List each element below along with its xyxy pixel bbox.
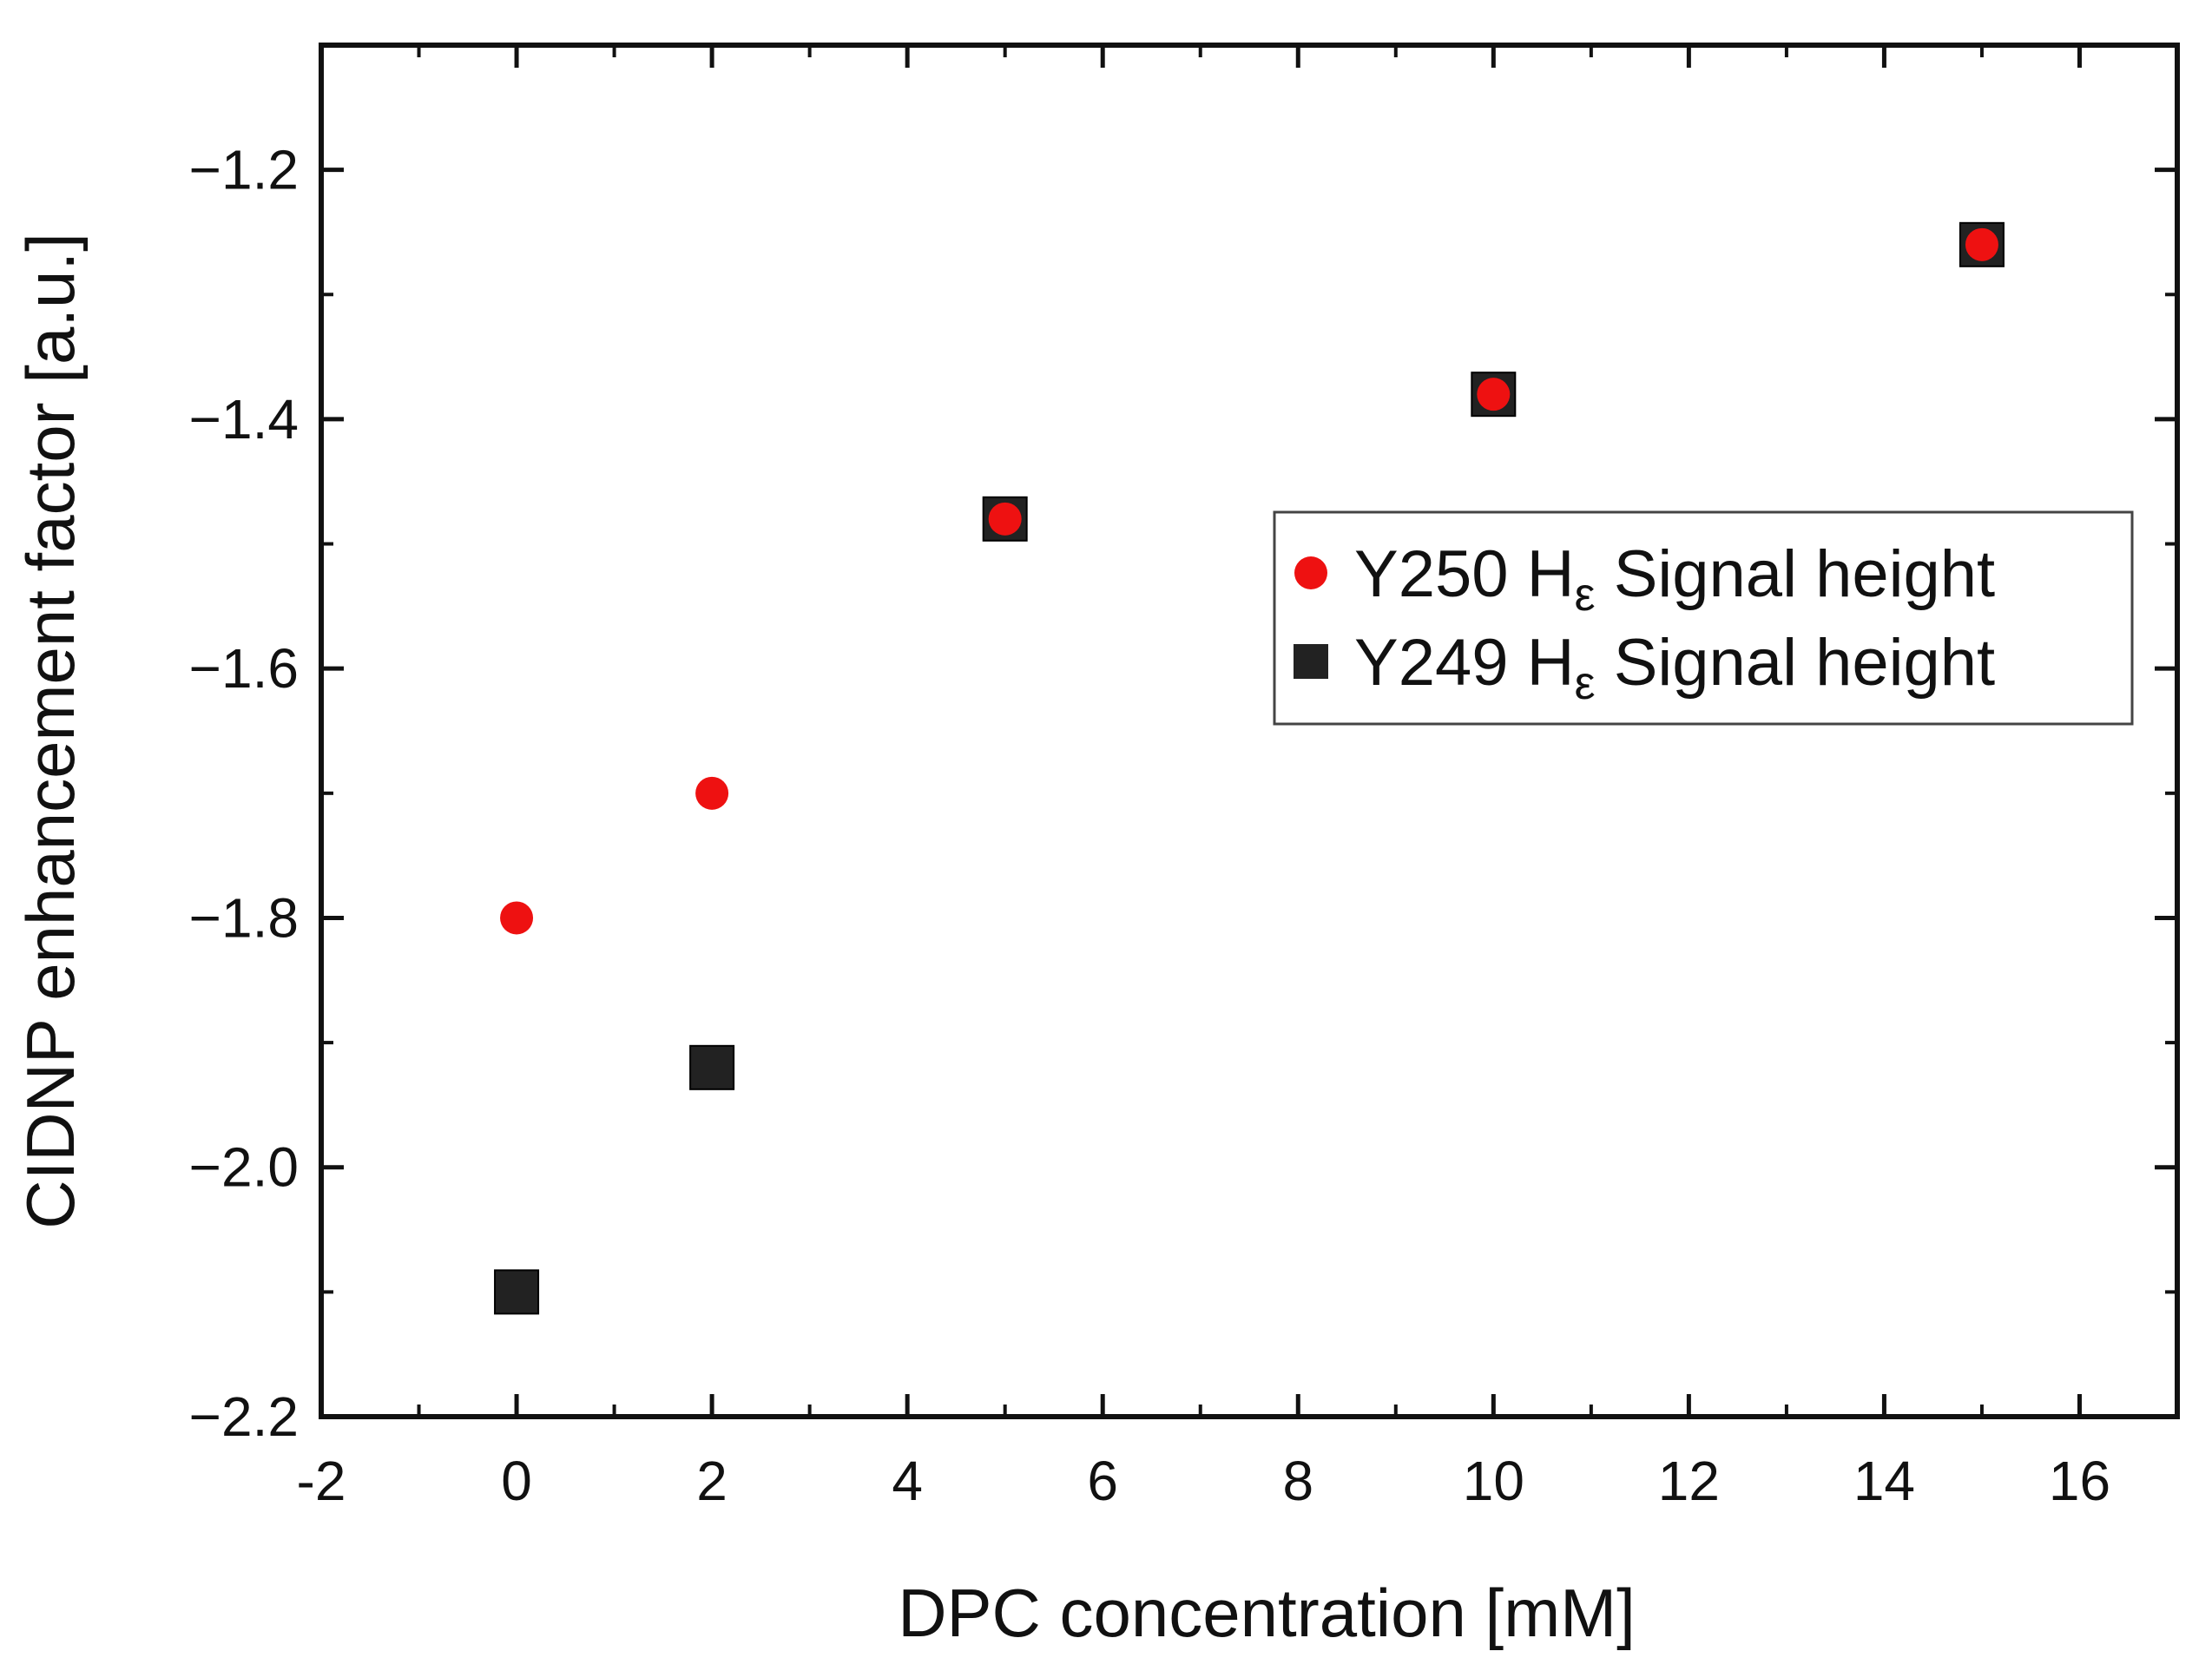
x-tick-label: 4	[892, 1450, 923, 1512]
data-point-y249-square	[494, 1269, 540, 1315]
y-tick-label: −2.2	[189, 1385, 299, 1448]
y-axis-title: CIDNP enhancement factor [a.u.]	[12, 233, 89, 1229]
x-tick-label: 0	[501, 1450, 532, 1512]
x-tick-label: -2	[297, 1450, 346, 1512]
x-tick-label: 6	[1087, 1450, 1118, 1512]
y-tick-label: −1.2	[189, 139, 299, 201]
x-tick-label: 10	[1463, 1450, 1524, 1512]
data-point-y250-circle	[988, 502, 1022, 536]
data-point-y250-circle	[1965, 227, 1998, 261]
legend-box	[1273, 510, 2134, 726]
x-tick-label: 8	[1282, 1450, 1313, 1512]
y-tick-label: −1.6	[189, 637, 299, 700]
ticks-layer: -2 0 2 4 6 8 10 12 14 16 −1.2 −1.4 −1.6 −1.8 −2.0 −2.2	[189, 43, 2177, 1512]
plot-frame	[319, 43, 2180, 1419]
x-tick-label: 2	[696, 1450, 727, 1512]
data-point-y249-square	[689, 1044, 735, 1090]
legend-label: Y249 Hε Signal height	[1354, 626, 1995, 709]
y-tick-label: −1.4	[189, 388, 299, 451]
data-point-y250-circle	[500, 901, 534, 935]
legend-marker-square	[1294, 644, 1328, 679]
y-tick-label: −2.0	[189, 1136, 299, 1199]
data-point-y250-circle	[1477, 378, 1511, 411]
x-tick-label: 14	[1853, 1450, 1915, 1512]
y-tick-label: −1.8	[189, 886, 299, 949]
data-point-y250-circle	[695, 776, 729, 810]
legend-marker-circle	[1294, 556, 1327, 589]
x-tick-label: 12	[1658, 1450, 1720, 1512]
legend-label: Y250 Hε Signal height	[1354, 537, 1995, 621]
x-axis-title: DPC concentration [mM]	[898, 1575, 1636, 1651]
x-tick-label: 16	[2049, 1450, 2110, 1512]
points-layer	[494, 221, 2005, 1315]
